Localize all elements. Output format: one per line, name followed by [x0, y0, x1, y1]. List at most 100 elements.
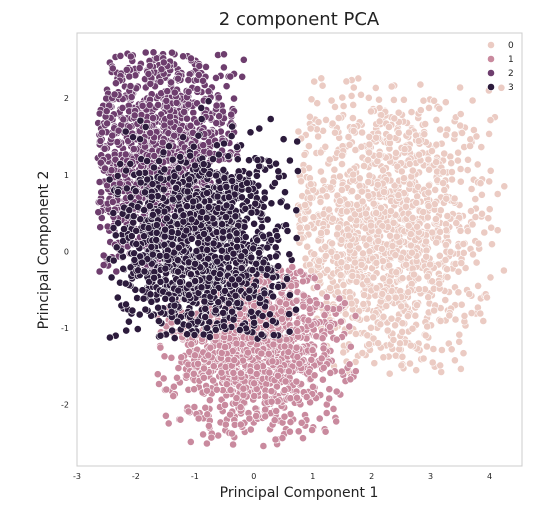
data-point	[292, 305, 300, 314]
data-point	[306, 124, 315, 133]
data-point	[269, 340, 278, 349]
data-point	[441, 296, 450, 304]
data-point	[194, 414, 203, 423]
data-point	[429, 345, 438, 353]
data-point	[435, 251, 444, 260]
data-point	[136, 215, 145, 224]
data-point	[118, 104, 127, 112]
data-point	[486, 116, 495, 124]
series-0-points	[294, 74, 509, 378]
data-point	[337, 258, 346, 267]
data-point	[179, 133, 187, 142]
data-point	[365, 132, 374, 141]
data-point	[96, 136, 105, 145]
data-point	[362, 314, 371, 323]
data-point	[348, 187, 356, 195]
data-point	[335, 294, 344, 303]
data-point	[374, 339, 382, 348]
data-point	[412, 198, 421, 207]
data-point	[162, 385, 171, 394]
data-point	[250, 219, 258, 228]
data-point	[166, 112, 174, 121]
data-point	[318, 186, 327, 195]
data-point	[299, 302, 308, 311]
data-point	[227, 429, 236, 438]
data-point	[441, 98, 450, 107]
data-point	[119, 115, 128, 124]
data-point	[207, 433, 216, 442]
data-point	[174, 74, 182, 83]
data-point	[367, 107, 375, 116]
data-point	[274, 262, 283, 271]
data-point	[162, 96, 171, 105]
data-point	[268, 357, 277, 366]
data-point	[259, 442, 268, 450]
data-point	[420, 130, 429, 139]
data-point	[116, 52, 125, 60]
data-point	[372, 133, 381, 142]
data-point	[124, 317, 133, 326]
data-point	[325, 205, 333, 214]
data-point	[484, 214, 493, 223]
data-point	[293, 352, 302, 361]
data-point	[385, 369, 394, 378]
data-point	[288, 263, 297, 271]
data-point	[122, 184, 131, 193]
data-point	[384, 293, 393, 302]
data-point	[129, 145, 138, 153]
data-point	[277, 307, 286, 316]
data-point	[435, 104, 444, 113]
data-point	[199, 373, 208, 382]
data-point	[237, 193, 246, 202]
data-point	[190, 385, 198, 394]
data-point	[396, 339, 404, 348]
data-point	[445, 311, 454, 320]
data-point	[436, 206, 445, 215]
data-point	[157, 65, 166, 74]
data-point	[232, 394, 241, 402]
data-point	[448, 175, 456, 184]
data-point	[472, 132, 481, 141]
data-point	[394, 191, 403, 200]
data-point	[221, 420, 230, 429]
data-point	[351, 146, 360, 154]
data-point	[320, 311, 329, 320]
data-point	[442, 240, 450, 249]
data-point	[315, 414, 324, 423]
data-point	[457, 259, 466, 267]
data-point	[376, 320, 385, 329]
data-point	[422, 237, 430, 246]
data-point	[310, 274, 319, 283]
data-point	[287, 282, 296, 290]
data-point	[415, 150, 423, 159]
data-point	[423, 222, 432, 231]
data-point	[372, 258, 381, 267]
data-point	[436, 125, 444, 134]
data-point	[329, 404, 338, 413]
data-point	[220, 139, 228, 148]
data-point	[122, 65, 131, 74]
data-point	[474, 239, 483, 248]
data-point	[94, 208, 103, 217]
data-point	[321, 427, 330, 436]
data-point	[274, 167, 283, 176]
data-point	[374, 227, 383, 236]
data-point	[459, 240, 468, 248]
data-point	[346, 375, 355, 384]
data-point	[172, 98, 181, 107]
data-point	[364, 93, 373, 102]
data-point	[421, 331, 430, 340]
data-point	[392, 148, 400, 157]
data-point	[375, 95, 383, 104]
data-point	[325, 385, 334, 394]
data-point	[456, 177, 465, 186]
data-point	[189, 142, 198, 151]
data-point	[430, 96, 438, 105]
data-point	[113, 293, 122, 302]
data-point	[110, 90, 119, 99]
data-point	[212, 119, 221, 127]
data-point	[201, 403, 210, 412]
data-point	[476, 179, 485, 188]
data-point	[345, 140, 354, 149]
data-point	[293, 319, 301, 327]
